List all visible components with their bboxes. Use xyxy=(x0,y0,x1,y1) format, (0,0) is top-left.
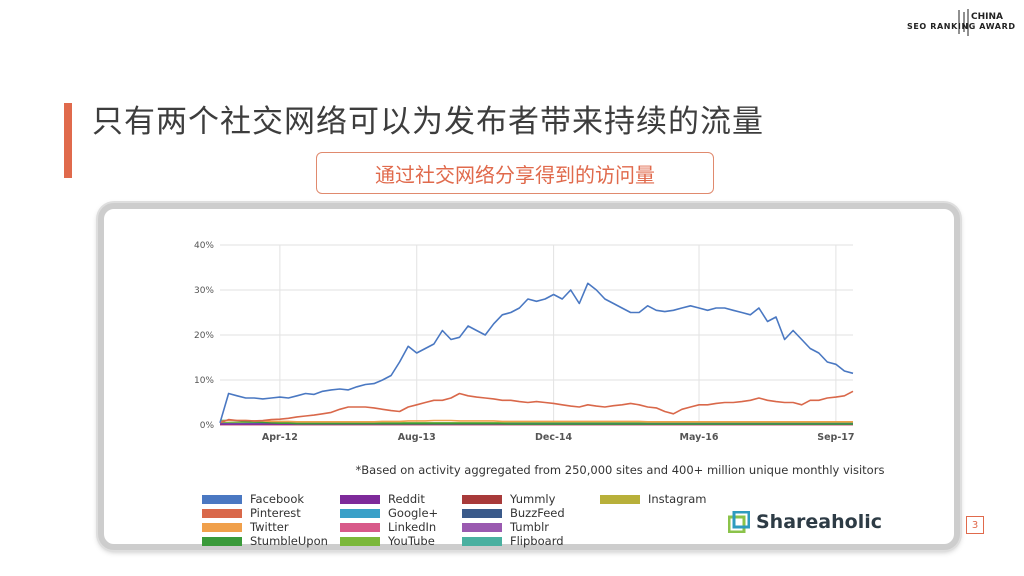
legend-item-twitter: Twitter xyxy=(202,520,289,534)
logo-line1: CHINA xyxy=(971,12,1003,22)
logo-line2: SEO RANKING AWARD xyxy=(907,22,1015,31)
title-accent-bar xyxy=(64,103,72,178)
legend-label: Google+ xyxy=(388,506,439,520)
x-tick-label: Apr-12 xyxy=(262,432,298,443)
line-chart: 40% 30% 20% 10% 0% Apr-12 Aug-13 Dec-14 May-16 Se… xyxy=(194,241,855,443)
legend-swatch xyxy=(600,494,640,504)
legend-swatch xyxy=(340,536,380,546)
chart-card: 40% 30% 20% 10% 0% Apr-12 Aug-13 Dec-14 May-16 Se… xyxy=(98,203,960,550)
series-line-stumbleupon xyxy=(220,419,853,425)
legend-item-stumbleupon: StumbleUpon xyxy=(202,534,328,548)
series-line-twitter xyxy=(219,419,853,423)
legend-swatch xyxy=(202,536,242,546)
legend-item-instagram: Instagram xyxy=(600,492,707,506)
chart-footnote: *Based on activity aggregated from 250,0… xyxy=(355,463,885,477)
legend-item-linkedin: LinkedIn xyxy=(340,520,436,534)
legend-item-google: Google+ xyxy=(340,506,438,520)
legend-item-reddit: Reddit xyxy=(340,492,425,506)
y-tick-label: 10% xyxy=(194,376,214,386)
legend-item-yummly: Yummly xyxy=(462,492,555,506)
legend-swatch xyxy=(202,508,242,518)
legend-label: BuzzFeed xyxy=(510,506,565,520)
legend-item-facebook: Facebook xyxy=(202,492,304,506)
x-tick-label: May-16 xyxy=(680,432,719,443)
legend-swatch xyxy=(202,494,242,504)
legend-item-youtube: YouTube xyxy=(340,534,435,548)
x-tick-label: Sep-17 xyxy=(817,432,854,443)
logo-mark: CHINA SEO RANKING AWARD xyxy=(907,9,1015,36)
y-tick-label: 30% xyxy=(194,286,214,296)
series-line-facebook xyxy=(219,282,854,424)
legend-item-pinterest: Pinterest xyxy=(202,506,301,520)
legend-label: Reddit xyxy=(388,492,425,506)
legend-label: Facebook xyxy=(250,492,305,506)
y-tick-label: 20% xyxy=(194,331,214,341)
chart-subtitle-box: 通过社交网络分享得到的访问量 xyxy=(316,152,714,194)
legend-swatch xyxy=(462,508,502,518)
legend-label: Pinterest xyxy=(250,506,301,520)
shareaholic-name: Shareaholic xyxy=(756,511,882,533)
legend-label: Flipboard xyxy=(510,534,564,548)
legend-label: Tumblr xyxy=(510,520,549,534)
shareaholic-icon xyxy=(728,511,750,533)
y-tick-label: 40% xyxy=(194,241,214,251)
series-line-pinterest xyxy=(219,390,854,424)
seo-ranking-award-logo: CHINA SEO RANKING AWARD xyxy=(905,8,1017,38)
legend-swatch xyxy=(462,536,502,546)
legend-label: YouTube xyxy=(388,534,435,548)
x-tick-label: Dec-14 xyxy=(535,432,573,443)
legend-item-flipboard: Flipboard xyxy=(462,534,564,548)
legend-label: Instagram xyxy=(648,492,707,506)
legend-swatch xyxy=(202,522,242,532)
shareaholic-brand: Shareaholic xyxy=(728,509,882,535)
legend-swatch xyxy=(462,522,502,532)
legend-label: StumbleUpon xyxy=(250,534,328,548)
legend-label: Twitter xyxy=(250,520,289,534)
chart-subtitle: 通过社交网络分享得到的访问量 xyxy=(375,162,655,187)
legend-label: Yummly xyxy=(510,492,556,506)
legend-item-buzzfeed: BuzzFeed xyxy=(462,506,565,520)
slide-title: 只有两个社交网络可以为发布者带来持续的流量 xyxy=(92,104,764,140)
legend-swatch xyxy=(340,522,380,532)
legend-swatch xyxy=(340,494,380,504)
chart-legend: Facebook Pinterest Twitter StumbleUpon Reddi… xyxy=(202,492,722,552)
page-number: 3 xyxy=(966,516,984,534)
legend-item-tumblr: Tumblr xyxy=(462,520,549,534)
legend-label: LinkedIn xyxy=(388,520,437,534)
legend-swatch xyxy=(340,508,380,518)
y-tick-label: 0% xyxy=(200,421,215,431)
x-tick-label: Aug-13 xyxy=(398,432,436,443)
legend-swatch xyxy=(462,494,502,504)
